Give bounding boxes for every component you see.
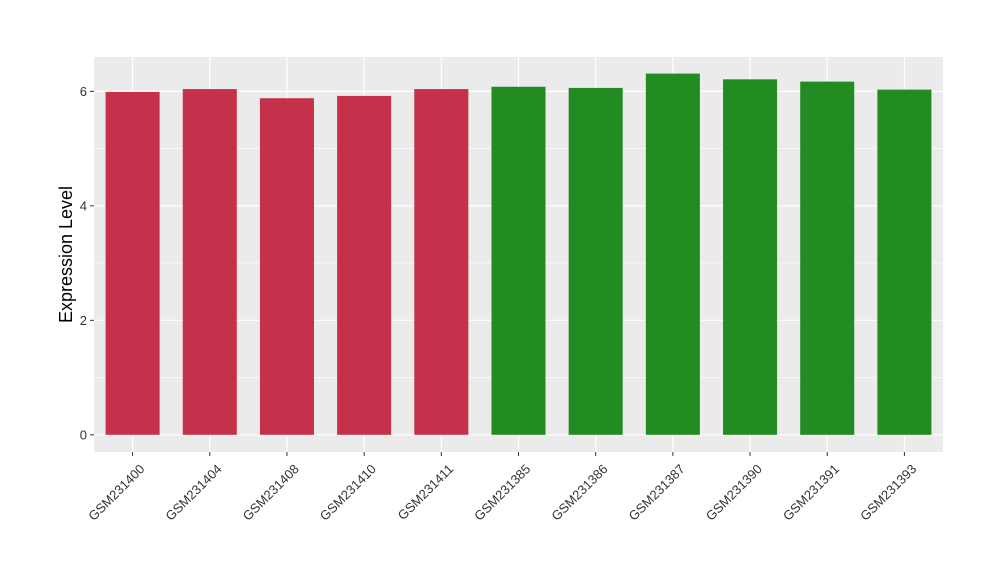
bar — [182, 89, 237, 435]
x-tick-label: GSM231408 — [240, 461, 302, 523]
bar — [105, 91, 160, 435]
x-tick-label: GSM231400 — [85, 461, 147, 523]
bar — [645, 73, 700, 435]
x-tick-label: GSM231391 — [780, 461, 842, 523]
bar — [723, 79, 778, 435]
bar — [414, 89, 469, 435]
x-tick-label: GSM231390 — [703, 461, 765, 523]
y-axis-title: Expression Level — [56, 186, 76, 323]
y-tick-label: 0 — [80, 427, 87, 442]
bar — [800, 81, 855, 435]
bar — [491, 86, 546, 435]
bar — [337, 95, 392, 435]
x-tick-label: GSM231393 — [857, 461, 919, 523]
x-tick-label: GSM231387 — [626, 461, 688, 523]
y-tick-label: 6 — [80, 84, 87, 99]
x-tick-label: GSM231404 — [162, 461, 224, 523]
x-tick-label: GSM231410 — [317, 461, 379, 523]
x-tick-label: GSM231411 — [395, 461, 457, 523]
x-tick-label: GSM231386 — [548, 461, 610, 523]
y-axis: 0 2 4 6 — [80, 84, 94, 442]
bars-group — [105, 73, 932, 435]
y-tick-label: 4 — [80, 198, 87, 213]
x-tick-label: GSM231385 — [471, 461, 533, 523]
bar — [259, 98, 314, 435]
bar — [877, 89, 932, 435]
bar — [568, 87, 623, 435]
y-tick-label: 2 — [80, 313, 87, 328]
x-axis: GSM231400 GSM231404 GSM231408 GSM231410 GSM2… — [85, 452, 919, 524]
